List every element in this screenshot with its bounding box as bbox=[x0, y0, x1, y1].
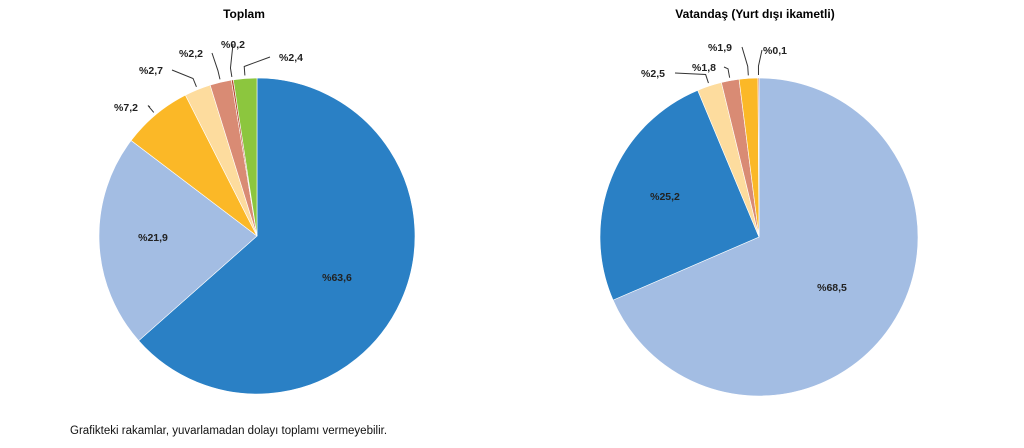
pie-slice bbox=[138, 77, 416, 395]
leader-line bbox=[757, 49, 763, 76]
data-label: %7,2 bbox=[114, 102, 138, 114]
data-label: %63,6 bbox=[322, 272, 352, 284]
leader-line bbox=[211, 52, 221, 80]
chart-title: Toplam bbox=[223, 7, 265, 21]
data-label: %2,4 bbox=[279, 52, 303, 64]
leader-line bbox=[741, 46, 749, 76]
pie-slice bbox=[98, 140, 258, 342]
data-label: %2,7 bbox=[139, 65, 163, 77]
pie-slice bbox=[612, 77, 919, 397]
data-label: %21,9 bbox=[138, 232, 168, 244]
footnote: Grafikteki rakamlar, yuvarlamadan dolayı… bbox=[70, 425, 388, 437]
leader-line bbox=[147, 105, 155, 113]
data-label: %0,2 bbox=[221, 39, 245, 51]
data-label: %0,1 bbox=[763, 45, 787, 57]
leader-line bbox=[229, 43, 234, 78]
leader-line bbox=[674, 72, 709, 84]
data-label: %25,2 bbox=[650, 191, 680, 203]
data-label: %1,8 bbox=[692, 62, 716, 74]
leader-line bbox=[243, 56, 271, 76]
pie-slice bbox=[599, 89, 760, 301]
data-label: %2,2 bbox=[179, 48, 203, 60]
chart-title: Vatandaş (Yurt dışı ikametli) bbox=[675, 7, 834, 21]
leader-line bbox=[723, 66, 731, 78]
data-label: %1,9 bbox=[708, 42, 732, 54]
data-label: %2,5 bbox=[641, 68, 665, 80]
pie-slice bbox=[232, 77, 258, 237]
pie-slice bbox=[757, 77, 760, 238]
leader-line bbox=[171, 69, 197, 88]
data-label: %68,5 bbox=[817, 282, 847, 294]
